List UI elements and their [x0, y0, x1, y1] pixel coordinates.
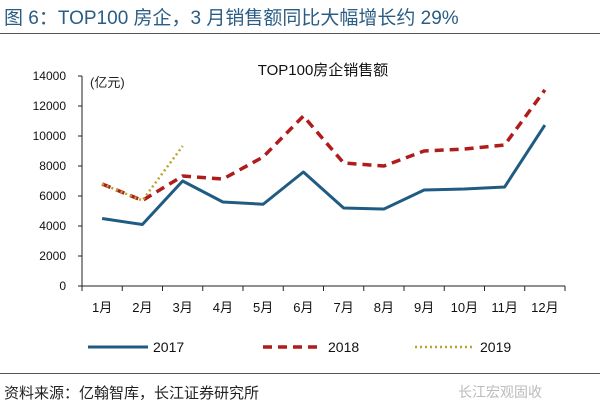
x-tick-label: 9月	[414, 300, 434, 315]
legend-label-2017: 2017	[153, 339, 184, 355]
y-tick-label: 4000	[39, 219, 66, 233]
series-line-2018	[101, 88, 547, 203]
x-tick-label: 12月	[531, 300, 558, 315]
x-tick-label: 7月	[334, 300, 354, 315]
x-tick-label: 6月	[293, 300, 313, 315]
x-tick-label: 11月	[491, 300, 518, 315]
legend-label-2018: 2018	[328, 339, 359, 355]
series-line-2017	[101, 124, 547, 226]
x-tick-label: 3月	[173, 300, 193, 315]
x-tick-label: 10月	[451, 300, 478, 315]
legend-label-2019: 2019	[480, 339, 511, 355]
x-tick-label: 5月	[253, 300, 273, 315]
y-tick-label: 0	[59, 279, 66, 293]
top-divider	[0, 33, 600, 34]
figure-title: 图 6：TOP100 房企，3 月销售额同比大幅增长约 29%	[4, 8, 459, 29]
y-tick-label: 12000	[33, 99, 67, 113]
y-tick-label: 10000	[33, 129, 67, 143]
watermark: 长江宏观固收	[458, 384, 542, 400]
y-tick-label: 8000	[39, 159, 66, 173]
y-tick-label: 2000	[39, 249, 66, 263]
bottom-divider	[0, 373, 600, 374]
x-tick-label: 8月	[374, 300, 394, 315]
chart-title: TOP100房企销售额	[258, 61, 389, 79]
y-axis-unit: (亿元)	[90, 75, 125, 90]
source-note: 资料来源：亿翰智库，长江证券研究所	[4, 385, 260, 402]
line-chart: TOP100房企销售额 (亿元) 0 2000 4000 6000 8000 10000 120…	[33, 61, 566, 355]
x-tick-label: 1月	[92, 300, 112, 315]
y-tick-label: 14000	[33, 69, 67, 83]
x-tick-label: 4月	[213, 300, 233, 315]
y-tick-label: 6000	[39, 189, 66, 203]
x-tick-label: 2月	[132, 300, 152, 315]
